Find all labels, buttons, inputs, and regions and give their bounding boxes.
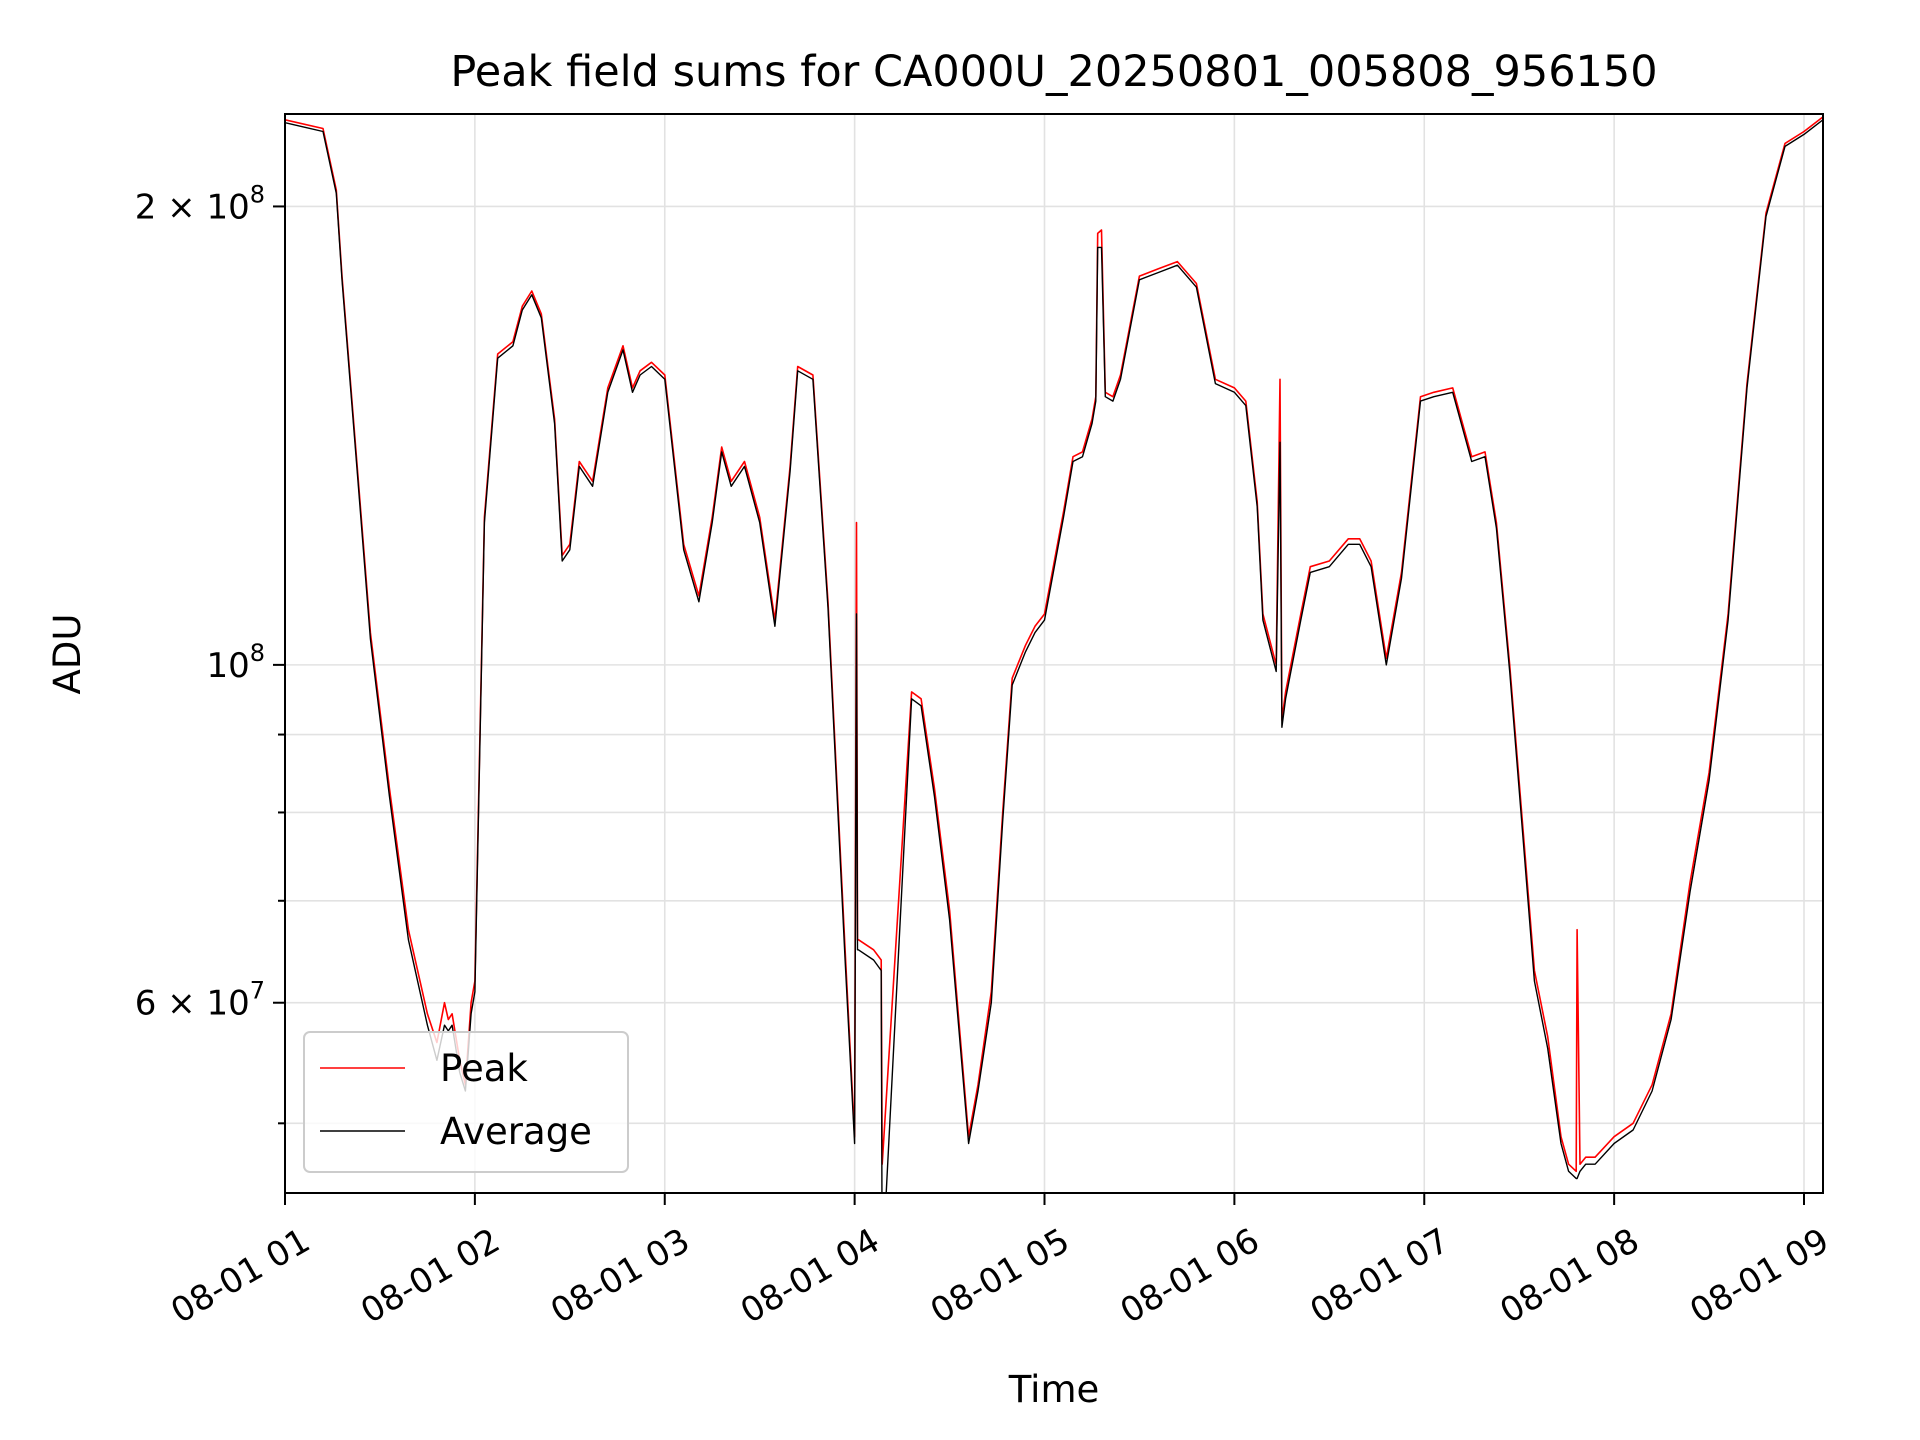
legend: Peak Average — [303, 1031, 629, 1173]
y-tick-label-exponent: 8 — [250, 180, 265, 208]
y-tick-label: 2 × 108 — [135, 180, 265, 227]
y-axis-label: ADU — [46, 614, 89, 695]
y-tick-label-exponent: 8 — [250, 639, 265, 667]
y-tick-label: 108 — [206, 639, 265, 686]
series-line-average — [285, 119, 1823, 1193]
y-tick-label: 6 × 107 — [135, 977, 265, 1024]
plot-frame — [284, 113, 1824, 1194]
y-tick-label-base: 6 × 10 — [135, 984, 250, 1024]
legend-box — [303, 1031, 629, 1173]
y-tick-label-base: 10 — [206, 646, 249, 686]
grid — [284, 114, 1823, 1193]
series-layer — [285, 116, 1823, 1193]
legend-label-average: Average — [440, 1110, 592, 1153]
y-tick-label-exponent: 7 — [250, 977, 265, 1005]
legend-label-peak: Peak — [440, 1047, 528, 1090]
chart-title: Peak field sums for CA000U_20250801_0058… — [450, 47, 1657, 97]
y-tick-label-base: 2 × 10 — [135, 187, 250, 227]
x-axis-label: Time — [1008, 1368, 1100, 1411]
series-line-peak — [285, 116, 1823, 1173]
